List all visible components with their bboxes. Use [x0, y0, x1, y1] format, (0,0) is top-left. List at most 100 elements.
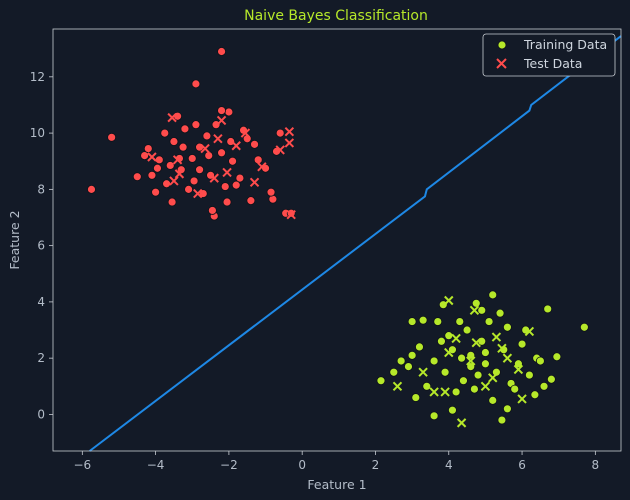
test-point — [257, 162, 267, 172]
training-point — [444, 331, 454, 341]
training-point — [407, 350, 417, 360]
training-point — [535, 356, 545, 366]
training-point — [492, 367, 501, 377]
training-point — [87, 184, 96, 194]
training-point — [470, 384, 479, 394]
training-point — [517, 339, 527, 349]
axes-frame — [52, 28, 622, 452]
training-point — [191, 120, 201, 130]
training-point — [228, 156, 237, 166]
test-point — [429, 387, 439, 397]
training-point — [147, 170, 157, 180]
training-point — [459, 376, 468, 386]
training-point — [184, 184, 193, 194]
test-point — [497, 343, 507, 354]
training-point — [433, 317, 443, 326]
y-axis-label: Feature 2 — [7, 210, 22, 269]
test-point — [216, 115, 227, 126]
training-point — [189, 176, 199, 186]
training-point — [153, 163, 162, 173]
legend-box — [482, 33, 616, 77]
test-point — [466, 356, 476, 366]
test-point — [469, 305, 480, 316]
x-tick-label: 4 — [445, 458, 453, 472]
plot-area — [87, 35, 622, 452]
test-point — [480, 381, 491, 392]
training-point — [407, 317, 417, 326]
training-point — [451, 387, 461, 397]
training-point — [222, 197, 232, 207]
test-point — [284, 126, 295, 137]
chart-title: Naive Bayes Classification — [244, 8, 428, 24]
x-tick-label: −6 — [73, 458, 91, 472]
test-point — [524, 326, 535, 337]
training-point — [457, 353, 466, 363]
training-point — [484, 317, 494, 326]
test-point — [440, 387, 450, 397]
x-tick-label: −4 — [147, 458, 165, 472]
training-point — [396, 356, 406, 366]
y-tick-label: 6 — [37, 239, 45, 253]
training-point — [448, 405, 457, 415]
training-point — [546, 374, 556, 384]
test-point — [147, 152, 157, 162]
training-point — [466, 362, 476, 372]
legend: Training Data Test Data — [482, 33, 616, 77]
test-point — [456, 418, 467, 428]
y-tick-label: 12 — [30, 70, 45, 84]
test-point — [213, 134, 223, 144]
training-point — [154, 155, 164, 165]
training-point — [250, 139, 259, 149]
training-point — [488, 290, 498, 300]
training-point — [191, 79, 201, 89]
training-point — [217, 106, 226, 115]
y-tick-label: 2 — [37, 351, 45, 365]
axis-ticks: −6 −4 −2 0 2 4 6 8 0 2 4 6 8 10 12 — [30, 70, 599, 472]
training-point — [178, 142, 188, 152]
legend-label-training: Training Data — [523, 37, 607, 52]
training-point — [404, 362, 413, 372]
test-point — [418, 367, 428, 377]
test-point — [193, 188, 203, 199]
test-point — [451, 333, 461, 344]
training-point — [180, 124, 190, 134]
x-axis-label: Feature 1 — [307, 477, 366, 492]
training-point — [415, 342, 424, 352]
test-point — [209, 173, 219, 183]
test-point — [174, 169, 185, 179]
test-point — [488, 373, 498, 383]
test-point — [222, 167, 232, 178]
test-point — [392, 381, 403, 392]
test-point — [513, 364, 524, 375]
training-point — [473, 370, 483, 380]
y-tick-label: 0 — [37, 407, 45, 421]
training-point — [429, 411, 439, 421]
training-point — [502, 322, 512, 332]
training-point — [140, 151, 150, 161]
training-point — [502, 404, 512, 414]
test-point — [502, 353, 513, 363]
training-point — [462, 325, 472, 335]
training-point — [418, 315, 428, 325]
training-point — [530, 390, 540, 400]
test-point — [172, 155, 183, 165]
training-point — [224, 107, 234, 117]
test-point — [284, 138, 295, 148]
training-point — [389, 367, 399, 377]
test-point — [249, 177, 260, 188]
test-point — [471, 337, 481, 348]
training-point — [524, 370, 534, 380]
test-point — [231, 141, 241, 151]
test-point — [491, 332, 502, 342]
training-point — [429, 356, 439, 366]
training-point — [440, 367, 450, 377]
training-point — [552, 352, 562, 362]
training-point — [513, 359, 523, 369]
training-point — [151, 187, 161, 197]
training-point — [539, 381, 549, 391]
training-point — [235, 173, 245, 183]
legend-label-test: Test Data — [523, 56, 582, 71]
test-point — [167, 112, 177, 123]
training-point — [231, 180, 241, 190]
